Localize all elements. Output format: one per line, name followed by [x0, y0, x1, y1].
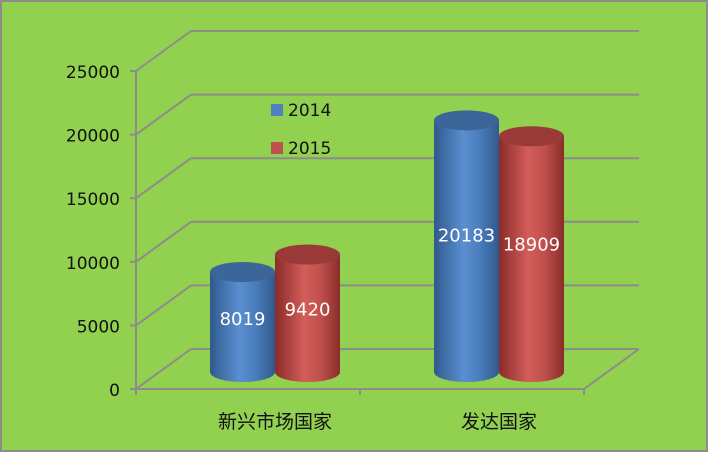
- legend-label: 2015: [288, 139, 331, 159]
- x-category-label: 新兴市场国家: [218, 411, 332, 433]
- legend-label: 2014: [288, 101, 331, 121]
- y-tick-label: 0: [109, 381, 120, 401]
- bar-cylinder-top: [434, 110, 499, 131]
- side-gridline: [135, 30, 192, 72]
- x-category-label: 发达国家: [461, 411, 537, 433]
- side-gridline: [135, 348, 192, 390]
- bar-cylinder-top: [275, 244, 340, 265]
- data-label: 20183: [438, 226, 495, 247]
- legend-swatch: [271, 104, 283, 116]
- side-gridline: [135, 284, 192, 327]
- side-gridline: [135, 157, 192, 200]
- bar-cylinder-body: [434, 120, 499, 382]
- floor-edge: [583, 348, 640, 390]
- bar-cylinder-body: [275, 254, 340, 382]
- y-tick-label: 15000: [66, 190, 120, 210]
- side-gridline: [135, 220, 192, 263]
- bar-cylinder-body: [210, 272, 275, 382]
- y-tick-label: 5000: [77, 317, 120, 337]
- y-tick-label: 20000: [66, 127, 120, 147]
- bar-cylinder-top: [499, 126, 564, 147]
- legend-swatch: [271, 142, 283, 154]
- side-gridline: [135, 93, 192, 136]
- bar-cylinder-top: [210, 262, 275, 283]
- data-label: 18909: [503, 234, 560, 255]
- bar-cylinder-body: [499, 136, 564, 382]
- data-label: 8019: [220, 309, 266, 330]
- y-tick-label: 25000: [66, 63, 120, 83]
- y-tick-label: 10000: [66, 254, 120, 274]
- data-label: 9420: [285, 299, 331, 320]
